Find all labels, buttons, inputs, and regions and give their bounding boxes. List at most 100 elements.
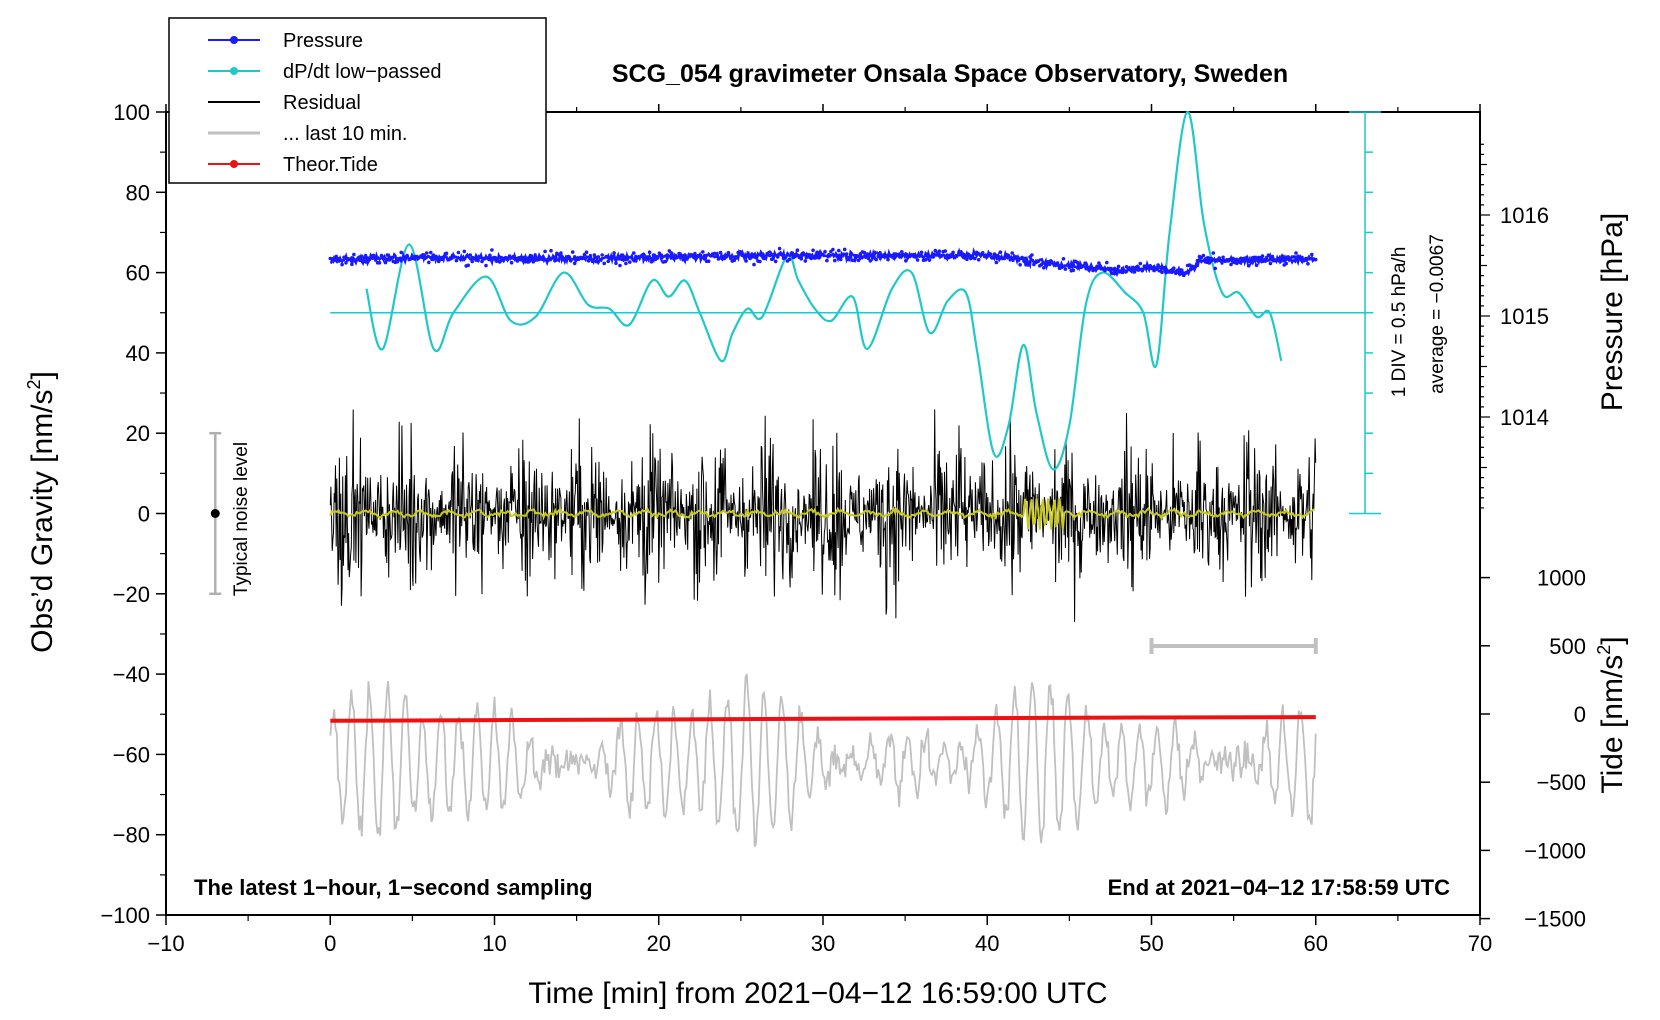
pressure-point [900,250,904,254]
pressure-point [628,260,632,264]
legend-label: Residual [283,92,361,114]
pressure-point [779,252,784,257]
pressure-point [610,256,614,261]
pressure-point [1063,267,1068,271]
pressure-point [738,250,742,254]
pressure-point [706,259,711,264]
chart-title: SCG_054 gravimeter Onsala Space Observat… [612,60,1288,88]
pressure-point [931,255,936,259]
pressure-point [645,255,650,259]
pressure-point [791,255,796,260]
pressure-point [659,253,664,257]
pressure-point [488,253,492,258]
pressure-point [815,250,819,255]
pressure-point [856,258,861,263]
pressure-point [425,251,429,255]
pressure-point [647,250,652,254]
pressure-point [840,254,845,258]
pressure-point [527,259,532,263]
pressure-point [1042,266,1046,270]
x-axis: −10 0 10 20 30 40 50 60 70 [147,104,1492,956]
pressure-point [716,257,721,261]
x-tick-label: 0 [324,931,336,956]
pressure-point [1183,271,1188,275]
y-tick-label: −100 [100,903,150,928]
pressure-point [1065,263,1070,267]
pressure-point [998,250,1003,254]
pressure-point [460,257,465,261]
pressure-point [768,253,772,258]
pressure-point [377,261,382,265]
pressure-point [1266,253,1271,257]
pressure-point [943,249,947,253]
pressure-point [683,253,687,257]
series-theor-tide [330,715,1316,723]
pressure-point [1246,263,1251,268]
pressure-point [434,255,439,259]
noise-bar-center [210,509,220,518]
legend-marker [230,160,238,168]
pressure-point [874,257,878,262]
y-tick-label: 40 [126,341,150,366]
pressure-point [827,252,831,257]
x-tick-label: 50 [1139,931,1163,956]
legend-label: Pressure [283,30,363,52]
pressure-point [1040,262,1044,267]
pressure-point [482,256,486,261]
y-axis: 100 80 60 40 20 0 −20 −40 −60 −80 −100 [100,100,166,928]
pressure-point [813,254,817,259]
pressure-axis-title: Pressure [hPa] [1596,213,1629,411]
pressure-point [430,257,435,262]
pressure-point [777,246,782,251]
series-last-10-min [329,673,1317,848]
pressure-point [614,261,618,266]
pressure-point [1006,253,1011,258]
pressure-point [342,255,346,260]
pressure-point [338,257,342,262]
pressure-point [490,248,494,252]
pressure-point [1235,261,1239,266]
pressure-point [1120,266,1125,271]
pressure-point [1136,268,1141,272]
pressure-point [624,261,628,266]
pressure-point [783,255,788,260]
series-pressure [328,246,1318,278]
pressure-point [904,259,908,263]
pressure-point [823,249,827,254]
pressure-point [996,254,1001,259]
pressure-point [468,253,473,257]
pressure-point [1095,264,1099,269]
tide-tick-label: −1500 [1524,907,1586,932]
pressure-point [1306,262,1310,266]
legend-label: dP/dt low−passed [283,61,441,83]
pressure-point [1227,258,1231,262]
pressure-point [1010,251,1014,255]
pressure-point [1109,266,1113,271]
pressure-point [990,256,995,260]
pressure-point [360,254,364,259]
pressure-point [793,252,798,257]
legend-box [168,17,547,184]
pressure-point [1241,259,1245,263]
pressure-point [842,247,847,252]
pressure-point [980,251,985,255]
pressure-point [807,252,811,257]
pressure-point [332,258,337,263]
pressure-point [1059,265,1064,270]
pressure-point [665,253,670,257]
pressure-point [1045,260,1050,264]
pressure-point [1116,264,1121,269]
pressure-point [529,254,534,258]
pressure-point [586,259,591,263]
pressure-point [1030,253,1034,257]
pressure-point [543,249,547,254]
pressure-point [1061,257,1066,261]
pressure-point [973,256,977,261]
y-tick-label: −20 [113,582,150,607]
y-tick-label: −60 [113,742,150,767]
pressure-point [1260,254,1265,258]
pressure-point [452,255,457,259]
pressure-point [1071,268,1076,273]
pressure-point [750,252,754,256]
